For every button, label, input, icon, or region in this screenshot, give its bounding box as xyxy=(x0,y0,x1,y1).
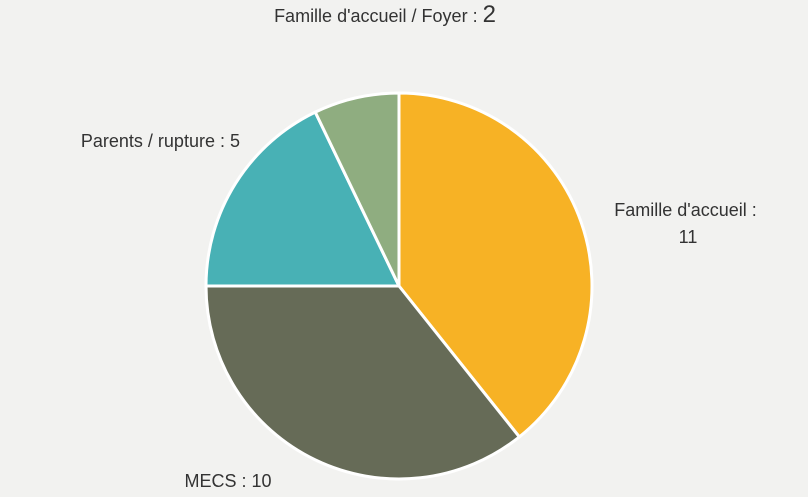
label-value: 2 xyxy=(483,1,496,28)
label-name: Famille d'accueil / Foyer xyxy=(274,6,468,26)
slice-label: MECS : 10 xyxy=(184,471,271,491)
label-name: MECS xyxy=(184,471,236,491)
pie-slice xyxy=(204,110,401,288)
label-name: Famille d'accueil xyxy=(614,200,747,220)
label-name: Parents / rupture xyxy=(81,131,215,151)
slice-label: Parents / rupture : 5 xyxy=(81,131,240,151)
slice-label: Famille d'accueil : 11 xyxy=(614,200,762,247)
label-value: 5 xyxy=(230,131,240,151)
slice-label: Famille d'accueil / Foyer : 2 xyxy=(274,1,496,28)
label-separator: : xyxy=(215,131,230,151)
pie-slice xyxy=(397,91,594,439)
label-separator: : xyxy=(747,200,762,220)
pie-slice xyxy=(204,284,521,481)
pie-slice xyxy=(313,91,401,288)
label-value: 11 xyxy=(679,227,698,247)
label-value: 10 xyxy=(252,471,272,491)
label-separator: : xyxy=(236,471,251,491)
label-separator: : xyxy=(468,6,483,26)
